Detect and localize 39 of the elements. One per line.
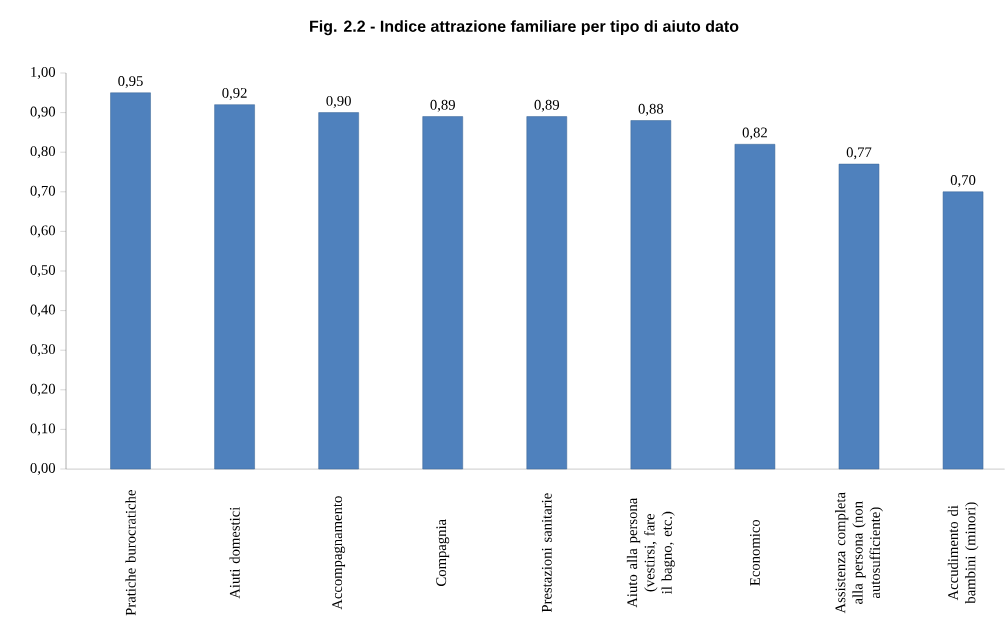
x-tick-label: Accompagnamento xyxy=(332,496,346,610)
bar xyxy=(318,112,359,470)
bar xyxy=(526,116,568,470)
y-tick-label: 1,00 xyxy=(31,67,56,80)
data-label: 0,70 xyxy=(950,175,976,188)
y-tick-label: 0,20 xyxy=(30,383,56,396)
x-tick-label: Economico xyxy=(750,519,760,586)
bar xyxy=(630,120,672,470)
x-tick-label: Prestazioni sanitarie xyxy=(541,493,552,613)
y-tick-label: 0,90 xyxy=(30,106,56,119)
bar xyxy=(942,191,984,470)
y-tick-label: 0,00 xyxy=(30,463,56,476)
y-tick-label: 0,80 xyxy=(30,146,56,159)
y-tick-label: 0,10 xyxy=(30,423,56,436)
x-tick-label: Compagnia xyxy=(436,519,450,586)
data-label: 0,89 xyxy=(430,99,455,112)
data-label: 0,92 xyxy=(222,87,247,100)
y-tick-label: 0,60 xyxy=(30,225,56,238)
data-label: 0,89 xyxy=(534,99,560,112)
bar xyxy=(110,92,151,470)
y-tick-label: 0,50 xyxy=(30,265,56,278)
bar xyxy=(734,144,776,470)
y-tick-label: 0,30 xyxy=(30,344,56,357)
bar xyxy=(214,104,255,470)
x-tick-label: Accudimento di bambini (minori) xyxy=(947,502,979,604)
y-tick-label: 0,70 xyxy=(30,185,56,198)
x-tick-label: Pratiche burocratiche xyxy=(125,490,136,616)
data-label: 0,90 xyxy=(326,95,351,108)
x-tick-label: Aiuto alla persona (vestirsi, fare il bagno, etc.) xyxy=(626,497,675,608)
x-tick-label: Aiuti domestici xyxy=(229,506,240,599)
data-label: 0,88 xyxy=(638,103,664,116)
data-label: 0,95 xyxy=(118,76,143,89)
chart-title: Fig. 2.2 - Indice attrazione familiare per tipo di aiuto dato xyxy=(310,20,739,36)
bar xyxy=(838,163,880,470)
x-tick-label: Assistenza completa alla persona (non autosufficiente) xyxy=(835,492,883,614)
bar xyxy=(422,116,463,470)
data-label: 0,77 xyxy=(846,147,872,160)
y-tick-label: 0,40 xyxy=(30,304,56,317)
data-label: 0,82 xyxy=(742,127,767,140)
